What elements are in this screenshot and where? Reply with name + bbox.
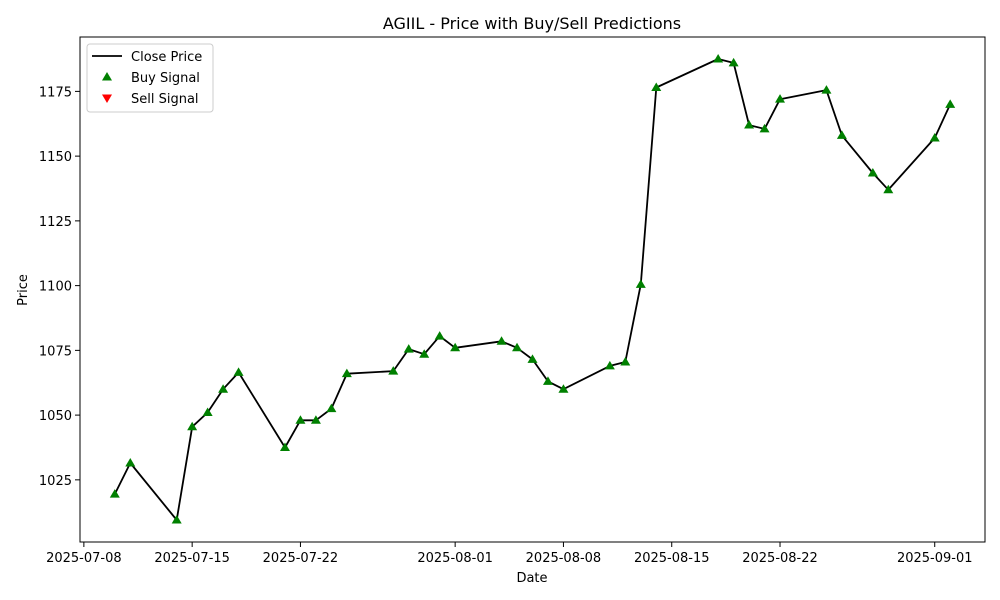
buy-signal-marker <box>496 336 507 345</box>
x-tick-label: 2025-07-22 <box>263 551 339 566</box>
buy-signal-marker <box>635 279 646 288</box>
y-tick-label: 1050 <box>39 409 72 424</box>
y-tick-label: 1075 <box>39 344 72 359</box>
y-axis-title: Price <box>16 274 31 306</box>
buy-signal-marker <box>187 421 198 431</box>
buy-signal-marker <box>125 458 136 467</box>
buy-signal-marker <box>867 167 878 177</box>
buy-signal-marker <box>713 54 724 63</box>
buy-signal-marker <box>450 342 461 352</box>
legend-label: Buy Signal <box>131 71 200 86</box>
buy-signal-marker <box>310 415 321 424</box>
x-tick-label: 2025-08-01 <box>417 551 493 566</box>
x-tick-label: 2025-08-08 <box>526 551 602 566</box>
legend: Close Price Buy Signal Sell Signal <box>86 43 214 113</box>
legend-swatch-sell-signal <box>102 94 112 103</box>
buy-signal-marker <box>558 384 569 393</box>
x-tick-label: 2025-09-01 <box>897 551 973 566</box>
buy-signal-marker <box>341 368 352 378</box>
legend-label: Close Price <box>131 50 202 65</box>
buy-signal-marker <box>403 344 414 353</box>
buy-signal-marker <box>527 354 538 363</box>
y-tick-label: 1025 <box>39 474 72 489</box>
buy-signal-marker <box>109 489 120 498</box>
x-tick-label: 2025-07-08 <box>46 551 122 566</box>
y-tick-label: 1100 <box>39 280 72 295</box>
legend-label: Sell Signal <box>131 92 199 107</box>
y-tick-label: 1175 <box>39 85 72 100</box>
buy-signal-marker <box>171 514 182 524</box>
buy-signal-marker <box>279 442 290 451</box>
buy-signal-marker <box>836 130 847 139</box>
buy-signal-marker <box>821 85 832 94</box>
buy-signal-marker <box>419 349 430 358</box>
buy-signal-marker <box>202 407 213 417</box>
buy-signal-marker <box>326 403 337 413</box>
legend-swatch-buy-signal <box>102 72 112 81</box>
buy-signal-marker <box>744 120 755 129</box>
buy-signal-marker <box>218 384 229 393</box>
plot-area: 2025-07-08 2025-07-15 2025-07-22 2025-08-01… <box>39 36 986 566</box>
chart-title: AGIIL - Price with Buy/Sell Predictions <box>383 14 681 33</box>
buy-signal-marker <box>945 99 956 108</box>
buy-signal-marker <box>434 331 445 340</box>
x-tick-label: 2025-07-15 <box>154 551 230 566</box>
buy-signal-marker <box>512 342 523 352</box>
buy-signal-marker <box>620 357 631 366</box>
x-axis-title: Date <box>516 571 547 586</box>
buy-signal-marker <box>233 367 244 376</box>
axes-frame <box>79 36 986 543</box>
buy-signal-marker <box>388 366 399 375</box>
x-tick-label: 2025-08-15 <box>634 551 710 566</box>
y-tick-label: 1150 <box>39 150 72 165</box>
x-tick-label: 2025-08-22 <box>742 551 818 566</box>
buy-signal-marker <box>759 123 770 133</box>
buy-signal-marker <box>929 133 940 142</box>
buy-signal-marker <box>651 82 662 91</box>
y-tick-label: 1125 <box>39 215 72 230</box>
buy-signal-marker <box>775 94 786 103</box>
buy-signal-marker <box>728 57 739 67</box>
buy-signal-marker <box>295 415 306 424</box>
buy-signal-marker <box>604 360 615 370</box>
buy-signal-marker <box>542 376 553 385</box>
legend-box <box>86 43 214 113</box>
buy-signal-marker <box>883 184 894 194</box>
